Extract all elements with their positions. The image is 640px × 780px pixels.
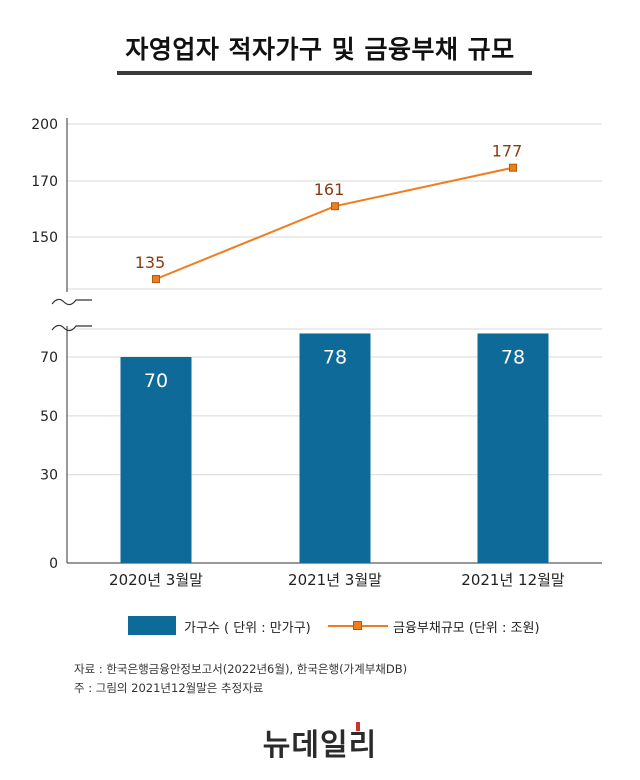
publisher-logo: 뉴데일리 xyxy=(262,728,378,763)
legend: 가구수 ( 단위 : 만가구) 금융부채규모 (단위 : 조원) xyxy=(0,614,640,638)
x-tick-label: 2020년 3월말 xyxy=(109,571,203,589)
bar-value-label: 78 xyxy=(501,346,525,368)
y-tick-label: 170 xyxy=(31,174,58,190)
bar-value-label: 70 xyxy=(144,370,168,392)
legend-line-label: 금융부채규모 (단위 : 조원) xyxy=(393,621,540,636)
legend-bar-label: 가구수 ( 단위 : 만가구) xyxy=(184,621,311,636)
line-point xyxy=(331,202,339,211)
title-underline xyxy=(117,71,532,75)
bar xyxy=(120,357,192,563)
line-value-label: 135 xyxy=(135,253,166,272)
axis-break-mark xyxy=(51,298,92,306)
logo-accent-mark xyxy=(356,722,360,731)
bar-value-label: 78 xyxy=(323,346,347,368)
bar xyxy=(299,333,371,563)
axis-break-mark xyxy=(51,324,92,332)
line-point xyxy=(509,163,517,172)
y-tick-label: 150 xyxy=(31,230,58,246)
source-note: 자료 : 한국은행금융안정보고서(2022년6월), 한국은행(가계부채DB) xyxy=(74,662,408,676)
y-tick-label: 0 xyxy=(49,556,58,572)
y-tick-label: 200 xyxy=(31,117,58,133)
line-value-label: 161 xyxy=(314,180,345,199)
x-tick-label: 2021년 12월말 xyxy=(461,571,565,589)
line-point xyxy=(152,275,160,283)
chart-plot: 150 170 200 0 30 50 70 2020년 3월말 2021년 3월말 2021년 … xyxy=(31,117,602,589)
x-tick-label: 2021년 3월말 xyxy=(288,571,382,589)
bar xyxy=(477,333,549,563)
source-notes: 자료 : 한국은행금융안정보고서(2022년6월), 한국은행(가계부채DB) … xyxy=(74,660,407,698)
footnote: 주 : 그림의 2021년12월말은 추정자료 xyxy=(74,681,264,695)
y-tick-label: 70 xyxy=(40,350,58,366)
chart-title: 자영업자 적자가구 및 금융부채 규모 xyxy=(125,35,515,64)
line-value-label: 177 xyxy=(492,142,523,161)
y-tick-label: 50 xyxy=(40,409,58,425)
legend-bar-swatch xyxy=(128,616,176,635)
legend-line-marker xyxy=(353,621,362,630)
y-tick-label: 30 xyxy=(40,468,58,484)
